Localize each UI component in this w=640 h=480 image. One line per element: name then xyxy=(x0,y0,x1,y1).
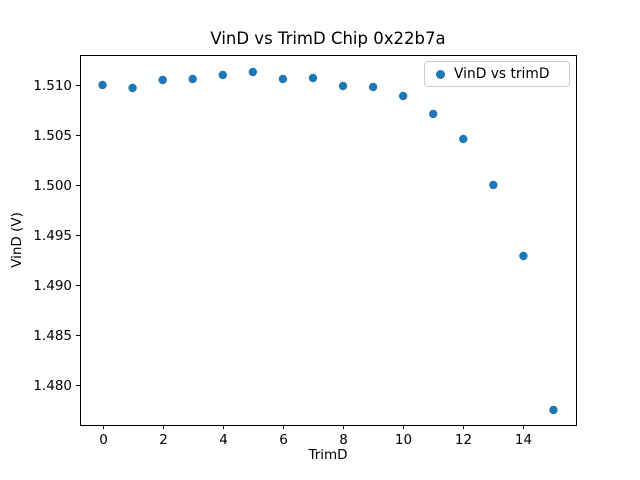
scatter-point xyxy=(519,251,528,261)
scatter-point xyxy=(128,83,137,93)
legend: VinD vs trimD xyxy=(424,61,570,87)
x-tick-label: 8 xyxy=(339,432,348,448)
scatter-point xyxy=(338,81,348,91)
scatter-point xyxy=(98,80,107,90)
x-tick-label: 6 xyxy=(279,432,288,448)
chart-title: VinD vs TrimD Chip 0x22b7a xyxy=(210,29,446,48)
scatter-point xyxy=(549,405,558,415)
y-tick-label: 1.480 xyxy=(33,378,72,394)
y-tick-label: 1.490 xyxy=(33,278,72,294)
scatter-point xyxy=(218,70,227,80)
y-tick-label: 1.505 xyxy=(33,128,72,144)
scatter-point xyxy=(368,82,378,92)
scatter-point xyxy=(248,67,258,77)
scatter-point xyxy=(308,73,318,83)
y-tick-label: 1.485 xyxy=(33,328,72,344)
axes-spines xyxy=(80,55,577,426)
y-tick-label: 1.510 xyxy=(33,78,72,94)
scatter-point xyxy=(489,180,498,190)
y-axis-label: VinD (V) xyxy=(9,212,25,268)
scatter-point xyxy=(429,109,438,119)
y-tick-label: 1.500 xyxy=(33,178,72,194)
x-tick-label: 10 xyxy=(395,432,412,448)
scatter-point xyxy=(459,134,468,144)
scatter-point xyxy=(278,74,288,84)
legend-series-label: VinD vs trimD xyxy=(454,66,550,82)
x-tick-label: 4 xyxy=(219,432,228,448)
legend-marker-dot-icon xyxy=(436,69,445,79)
x-tick-label: 12 xyxy=(455,432,472,448)
x-axis-label: TrimD xyxy=(308,447,348,463)
x-tick-label: 0 xyxy=(99,432,108,448)
x-tick-label: 2 xyxy=(159,432,168,448)
scatter-point xyxy=(158,75,167,85)
scatter-point xyxy=(398,91,408,101)
scatter-point xyxy=(188,74,197,84)
x-tick-label: 14 xyxy=(515,432,532,448)
y-tick-label: 1.495 xyxy=(33,228,72,244)
